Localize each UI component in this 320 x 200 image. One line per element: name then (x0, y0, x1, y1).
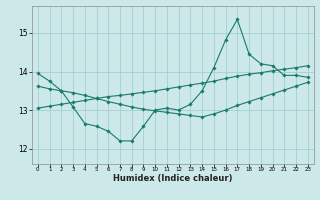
X-axis label: Humidex (Indice chaleur): Humidex (Indice chaleur) (113, 174, 233, 183)
